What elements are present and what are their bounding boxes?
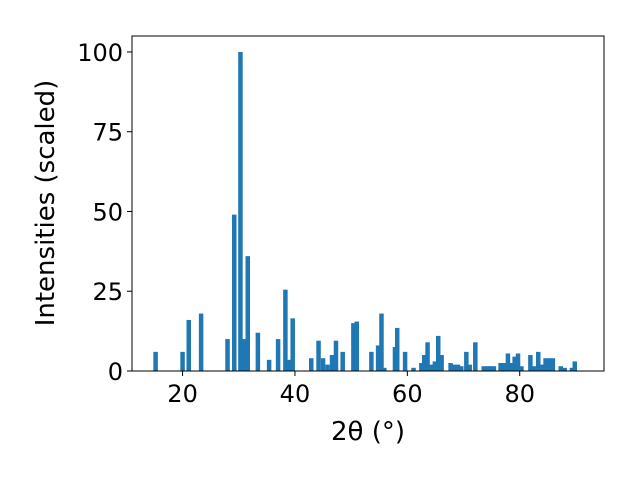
x-axis-label: 2θ (°) [331,417,405,447]
bar-56 [519,366,524,371]
bar-11 [275,339,281,371]
bar-14 [290,318,295,371]
bar-1 [180,351,185,371]
bar-16 [316,340,321,371]
y-tick-label-3: 75 [92,119,123,147]
bar-35 [429,364,434,371]
x-tick-label-3: 80 [504,380,535,408]
bar-55 [515,353,521,371]
bar-66 [569,367,575,371]
bar-9 [255,332,261,371]
bar-49 [491,366,497,371]
bar-61 [543,358,548,371]
bar-47 [484,366,490,371]
bar-54 [512,356,517,371]
bar-12 [283,289,288,371]
y-axis-ticks: 0 25 50 75 100 [77,39,132,386]
bar-18 [325,364,330,371]
plot-area-frame [131,35,605,372]
bar-24 [369,351,374,371]
bar-25 [375,345,381,371]
bar-32 [419,363,424,371]
bar-40 [451,364,457,371]
bar-57 [528,355,533,371]
bar-59 [536,351,541,371]
bar-65 [562,367,567,371]
bar-0 [153,351,158,371]
bar-10 [266,359,272,371]
bars-group [153,51,578,371]
y-tick-label-2: 50 [92,198,123,226]
bar-20 [333,340,339,371]
bar-26 [379,313,384,371]
y-axis-label: Intensities (scaled) [31,80,61,327]
bar-33 [421,355,427,371]
bar-41 [455,364,461,371]
x-tick-label-1: 40 [280,380,311,408]
bar-48 [488,366,493,371]
bar-8 [245,256,250,371]
bar-21 [340,351,345,371]
bar-23 [354,321,360,371]
x-tick-label-2: 60 [392,380,423,408]
bar-29 [394,327,400,371]
bar-6 [238,51,243,371]
bar-3 [198,313,204,371]
bar-53 [509,363,514,371]
bar-37 [435,335,441,371]
bar-46 [481,366,486,371]
bar-30 [402,351,408,371]
y-tick-label-4: 100 [77,39,123,67]
bar-2 [186,319,191,371]
bar-5 [232,214,237,371]
bar-34 [425,342,430,371]
bar-62 [546,358,552,371]
bar-45 [473,342,478,371]
bar-19 [329,355,335,371]
bar-4 [225,339,230,371]
bar-43 [464,351,469,371]
bar-36 [432,361,438,371]
x-tick-label-0: 20 [167,380,198,408]
bar-42 [459,366,464,371]
bar-13 [286,359,292,371]
bar-51 [501,363,507,371]
bar-60 [539,364,544,371]
bar-50 [498,363,503,371]
x-axis-ticks: 20 40 60 80 [167,371,535,408]
bar-67 [572,361,578,371]
bar-63 [550,358,556,371]
bar-7 [241,339,247,371]
bar-58 [532,366,537,371]
bar-22 [351,323,356,371]
bar-17 [320,358,326,371]
bar-38 [439,355,444,371]
y-tick-label-1: 25 [92,278,123,306]
bar-31 [411,367,416,371]
y-tick-label-0: 0 [108,358,123,386]
bar-15 [309,358,314,371]
bar-44 [467,364,472,371]
bar-39 [448,363,453,371]
bar-27 [382,367,387,371]
bar-64 [558,366,563,371]
bar-52 [505,353,511,371]
